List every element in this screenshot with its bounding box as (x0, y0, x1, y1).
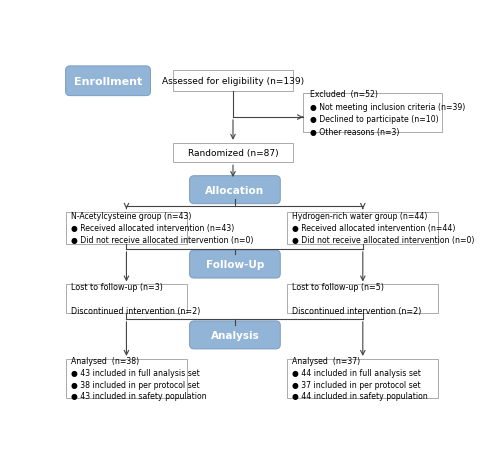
Text: Excluded  (n=52)
● Not meeting inclusion criteria (n=39)
● Declined to participa: Excluded (n=52) ● Not meeting inclusion … (310, 90, 465, 137)
Text: Analysed  (n=38)
● 43 included in full analysis set
● 38 included in per protoco: Analysed (n=38) ● 43 included in full an… (71, 356, 206, 401)
Text: Lost to follow-up (n=3)

Discontinued intervention (n=2): Lost to follow-up (n=3) Discontinued int… (71, 283, 200, 315)
Text: Analysis: Analysis (210, 330, 260, 340)
Text: Assessed for eligibility (n=139): Assessed for eligibility (n=139) (162, 77, 304, 86)
FancyBboxPatch shape (66, 359, 186, 398)
FancyBboxPatch shape (287, 213, 438, 244)
Text: Hydrogen-rich water group (n=44)
● Received allocated intervention (n=44)
● Did : Hydrogen-rich water group (n=44) ● Recei… (292, 212, 474, 245)
FancyBboxPatch shape (66, 285, 186, 313)
FancyBboxPatch shape (190, 251, 280, 279)
FancyBboxPatch shape (287, 359, 438, 398)
Text: Analysed  (n=37)
● 44 included in full analysis set
● 37 included in per protoco: Analysed (n=37) ● 44 included in full an… (292, 356, 428, 401)
FancyBboxPatch shape (190, 321, 280, 349)
Text: Allocation: Allocation (206, 185, 264, 195)
Text: Follow-Up: Follow-Up (206, 259, 264, 269)
FancyBboxPatch shape (173, 71, 293, 92)
Text: Lost to follow-up (n=5)

Discontinued intervention (n=2): Lost to follow-up (n=5) Discontinued int… (292, 283, 422, 315)
Text: Randomized (n=87): Randomized (n=87) (188, 149, 278, 157)
FancyBboxPatch shape (190, 176, 280, 204)
FancyBboxPatch shape (287, 285, 438, 313)
Text: Enrollment: Enrollment (74, 77, 142, 87)
FancyBboxPatch shape (173, 143, 293, 163)
Text: N-Acetylcysteine group (n=43)
● Received allocated intervention (n=43)
● Did not: N-Acetylcysteine group (n=43) ● Received… (71, 212, 254, 245)
FancyBboxPatch shape (66, 67, 150, 96)
FancyBboxPatch shape (66, 213, 186, 244)
FancyBboxPatch shape (303, 94, 442, 133)
